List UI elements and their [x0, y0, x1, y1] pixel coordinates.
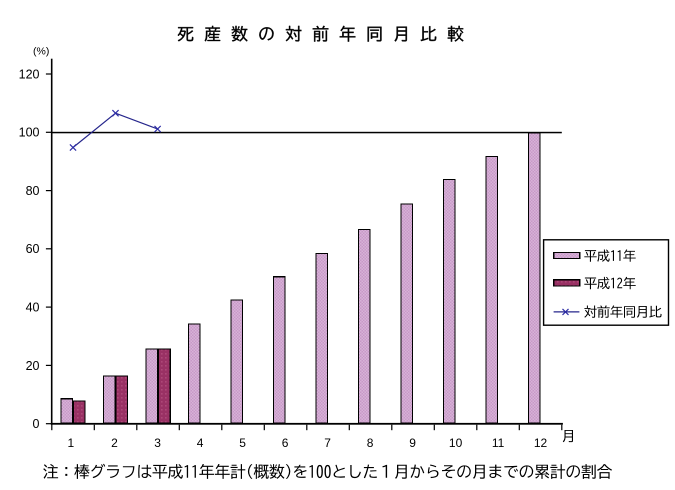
svg-text:7: 7 [324, 436, 331, 450]
svg-text:(%): (%) [33, 46, 49, 58]
svg-text:2: 2 [111, 436, 118, 450]
svg-text:4: 4 [197, 436, 204, 450]
svg-text:3: 3 [154, 436, 161, 450]
svg-text:40: 40 [26, 301, 40, 315]
svg-text:12: 12 [534, 436, 548, 450]
svg-text:0: 0 [33, 417, 40, 431]
svg-text:60: 60 [26, 242, 40, 256]
svg-text:120: 120 [19, 67, 40, 81]
svg-text:10: 10 [449, 436, 463, 450]
svg-text:80: 80 [26, 184, 40, 198]
svg-text:9: 9 [409, 436, 416, 450]
svg-text:1: 1 [67, 436, 74, 450]
svg-text:8: 8 [367, 436, 374, 450]
svg-text:11: 11 [492, 436, 505, 450]
svg-text:100: 100 [19, 126, 40, 140]
svg-text:5: 5 [239, 436, 246, 450]
svg-text:6: 6 [282, 436, 289, 450]
svg-text:20: 20 [26, 359, 40, 373]
